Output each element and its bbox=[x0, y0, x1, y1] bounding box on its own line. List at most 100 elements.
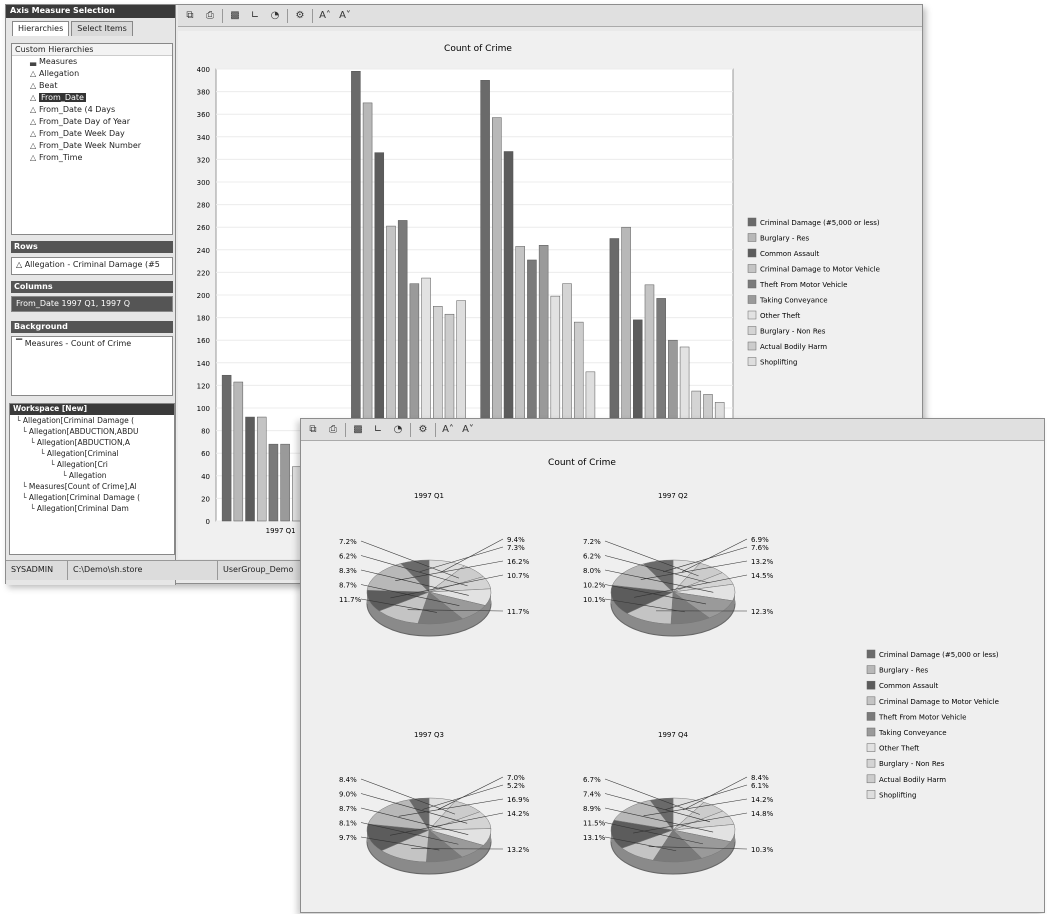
pie-charts: Count of Crime 1997 Q1 9.4% 7.2% 6.2% 8.3% 8.7… bbox=[339, 458, 999, 875]
legend-swatch bbox=[866, 774, 876, 784]
copy-icon[interactable]: ⧉ bbox=[309, 423, 317, 435]
pie-leader-line bbox=[604, 822, 704, 845]
workspace-item[interactable]: └ Allegation[ABDUCTION,ABDU bbox=[10, 426, 174, 437]
y-tick-label: 180 bbox=[197, 315, 210, 323]
pie-label: 10.1% bbox=[583, 596, 606, 604]
workspace-item[interactable]: └ Allegation[Criminal bbox=[10, 448, 174, 459]
pie-leader-line bbox=[360, 555, 468, 587]
tree-branch-icon: └ bbox=[16, 416, 23, 425]
legend-swatch bbox=[747, 233, 757, 242]
pie-label: 9.0% bbox=[339, 791, 357, 799]
workspace-panel: Workspace [New] └ Allegation[Criminal Da… bbox=[9, 403, 175, 555]
pie-leader-line bbox=[640, 560, 748, 580]
hierarchy-icon: △ bbox=[16, 260, 25, 269]
columns-header: Columns bbox=[11, 281, 173, 293]
pie-leader-line bbox=[360, 569, 469, 596]
workspace-item[interactable]: └ Allegation bbox=[10, 470, 174, 481]
pie-title: 1997 Q4 bbox=[658, 731, 689, 739]
bar bbox=[233, 381, 244, 522]
pie-leader-line bbox=[648, 846, 748, 850]
tree-item-label: Measures bbox=[39, 57, 78, 66]
background-field[interactable]: ▔ Measures - Count of Crime bbox=[11, 336, 173, 396]
font-decrease-icon[interactable]: A˅ bbox=[339, 9, 351, 21]
tab-select-items[interactable]: Select Items bbox=[71, 21, 133, 36]
workspace-item[interactable]: └ Measures[Count of Crime],Al bbox=[10, 481, 174, 492]
pie-leader-line bbox=[440, 538, 504, 573]
pie-label: 13.2% bbox=[507, 846, 530, 854]
tree-item[interactable]: △ From_Date Week Day bbox=[12, 128, 172, 140]
pie-label: 7.2% bbox=[583, 538, 601, 546]
rows-field[interactable]: △ Allegation - Criminal Damage (#5 bbox=[11, 257, 173, 275]
columns-field[interactable]: From_Date 1997 Q1, 1997 Q bbox=[11, 296, 173, 312]
legend-label: Criminal Damage to Motor Vehicle bbox=[879, 698, 999, 706]
pie-leader-line bbox=[360, 822, 459, 845]
pie-label: 13.1% bbox=[583, 834, 606, 842]
tree-item[interactable]: △ Allegation bbox=[12, 68, 172, 80]
toolbar-separator bbox=[410, 422, 411, 437]
tree-item[interactable]: △ From_Date (4 Days bbox=[12, 104, 172, 116]
pie-leader-line bbox=[604, 555, 710, 584]
tab-hierarchies[interactable]: Hierarchies bbox=[12, 21, 70, 36]
print-icon[interactable]: ⎙ bbox=[329, 423, 337, 435]
copy-icon[interactable]: ⧉ bbox=[186, 9, 194, 21]
legend-label: Burglary - Non Res bbox=[760, 328, 826, 336]
legend-label: Actual Bodily Harm bbox=[879, 776, 946, 784]
y-tick-label: 260 bbox=[197, 224, 210, 232]
settings-icon[interactable]: ⚙ bbox=[295, 9, 305, 21]
font-increase-icon[interactable]: A˄ bbox=[442, 423, 454, 435]
bar bbox=[256, 416, 267, 522]
y-tick-label: 320 bbox=[197, 156, 210, 164]
workspace-item[interactable]: └ Allegation[Criminal Damage ( bbox=[10, 415, 174, 426]
workspace-item[interactable]: └ Allegation[Criminal Damage ( bbox=[10, 492, 174, 503]
toolbar-separator bbox=[345, 422, 346, 437]
pie-label: 16.2% bbox=[507, 558, 530, 566]
pie-leader-line bbox=[437, 776, 504, 810]
pie-chart-icon[interactable]: ◔ bbox=[270, 9, 280, 21]
pie-chart-icon[interactable]: ◔ bbox=[393, 423, 403, 435]
axis-selection-panel: Axis Measure Selection Hierarchies Selec… bbox=[6, 5, 176, 585]
pie-leader-line bbox=[360, 836, 440, 851]
print-icon[interactable]: ⎙ bbox=[206, 9, 214, 21]
tree-item[interactable]: △ From_Date Day of Year bbox=[12, 116, 172, 128]
pie-slice bbox=[367, 799, 430, 831]
tree-item-label: From_Date bbox=[39, 93, 86, 102]
bar-chart-icon[interactable]: ▩ bbox=[230, 9, 240, 21]
y-tick-label: 340 bbox=[197, 134, 210, 142]
legend-swatch bbox=[866, 727, 876, 737]
bar-chart-icon[interactable]: ▩ bbox=[353, 423, 363, 435]
pie-leader-line bbox=[604, 793, 711, 823]
rows-value: Allegation - Criminal Damage (#5 bbox=[24, 260, 160, 269]
legend-label: Other Theft bbox=[760, 312, 800, 320]
font-decrease-icon[interactable]: A˅ bbox=[462, 423, 474, 435]
pie-label: 10.7% bbox=[507, 572, 530, 580]
workspace-item[interactable]: └ Allegation[Cri bbox=[10, 459, 174, 470]
pie-label: 14.5% bbox=[751, 572, 774, 580]
legend-label: Criminal Damage to Motor Vehicle bbox=[760, 266, 880, 274]
line-chart-icon[interactable]: ∟ bbox=[250, 9, 260, 21]
pie-label: 7.4% bbox=[583, 791, 601, 799]
tree-branch-icon: └ bbox=[40, 449, 47, 458]
tree-item[interactable]: △ From_Time bbox=[12, 152, 172, 164]
y-tick-label: 0 bbox=[206, 518, 210, 526]
line-chart-icon[interactable]: ∟ bbox=[373, 423, 383, 435]
tree-item-label: From_Date Day of Year bbox=[39, 117, 131, 126]
tree-item[interactable]: △ From_Date Week Number bbox=[12, 140, 172, 152]
y-tick-label: 120 bbox=[197, 382, 210, 390]
tree-item[interactable]: △ Beat bbox=[12, 80, 172, 92]
tree-item-label: Allegation bbox=[39, 69, 80, 78]
legend-label: Criminal Damage (#5,000 or less) bbox=[879, 651, 999, 659]
pie-leader-line bbox=[395, 560, 504, 581]
workspace-item[interactable]: └ Allegation[Criminal Dam bbox=[10, 503, 174, 514]
settings-icon[interactable]: ⚙ bbox=[418, 423, 428, 435]
bar bbox=[268, 443, 279, 522]
workspace-item-label: Measures[Count of Crime],Al bbox=[28, 482, 137, 491]
tree-item[interactable]: △ From_Date bbox=[12, 92, 172, 104]
y-tick-label: 280 bbox=[197, 202, 210, 210]
font-increase-icon[interactable]: A˄ bbox=[319, 9, 331, 21]
pie-window-title: Count of Crime bbox=[548, 458, 616, 468]
tree-item[interactable]: ▃ Measures bbox=[12, 56, 172, 68]
pie-label: 13.2% bbox=[751, 558, 774, 566]
pie-leader-line bbox=[633, 812, 748, 834]
hierarchy-icon: △ bbox=[30, 69, 37, 78]
workspace-item[interactable]: └ Allegation[ABDUCTION,A bbox=[10, 437, 174, 448]
